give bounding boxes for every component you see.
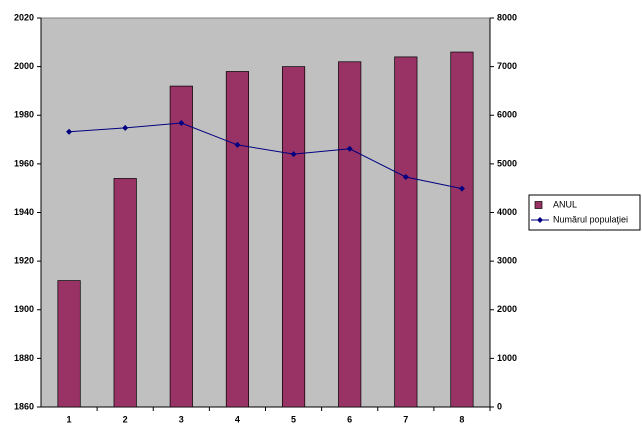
y-tick-label: 1920: [14, 256, 34, 266]
legend-label: ANUL: [553, 199, 577, 209]
legend-label: Numărul populaţiei: [553, 214, 628, 224]
x-tick-label: 5: [291, 414, 296, 424]
marker: [178, 120, 185, 127]
marker: [290, 151, 297, 158]
y2-tick-label: 8000: [497, 12, 517, 22]
x-tick-label: 2: [123, 414, 128, 424]
y-tick-label: 1960: [14, 158, 34, 168]
y2-tick-label: 3000: [497, 256, 517, 266]
bar: [338, 61, 362, 408]
legend: ANUL Numărul populaţiei: [528, 194, 641, 231]
marker: [122, 124, 129, 131]
y2-tick-label: 0: [497, 401, 502, 411]
bar: [57, 280, 81, 408]
y2-tick-label: 7000: [497, 61, 517, 71]
y-tick-label: 1860: [14, 401, 34, 411]
x-tick-label: 7: [403, 414, 408, 424]
x-tick-label: 4: [235, 414, 240, 424]
y-tick-label: 1940: [14, 207, 34, 217]
y-tick-label: 1900: [14, 304, 34, 314]
plot-area: [40, 17, 491, 408]
x-tick-label: 6: [347, 414, 352, 424]
marker: [458, 185, 465, 192]
marker: [234, 141, 241, 148]
bar: [113, 178, 137, 408]
bar: [450, 51, 474, 408]
bar: [169, 85, 193, 408]
bar: [281, 66, 306, 408]
y2-tick-label: 5000: [497, 158, 517, 168]
y2-tick-label: 4000: [497, 207, 517, 217]
legend-marker: [537, 217, 543, 223]
x-tick-label: 8: [459, 414, 464, 424]
bar: [225, 71, 250, 408]
y-tick-label: 2000: [14, 61, 34, 71]
y2-tick-label: 1000: [497, 353, 517, 363]
x-tick-label: 3: [179, 414, 184, 424]
marker: [402, 174, 409, 181]
legend-swatch: [534, 201, 543, 209]
y2-tick-label: 6000: [497, 110, 517, 120]
legend-box: [528, 194, 641, 231]
marker: [346, 145, 353, 152]
y2-tick-label: 2000: [497, 304, 517, 314]
y-tick-label: 1980: [14, 110, 34, 120]
line: [69, 122, 463, 190]
x-tick-label: 1: [67, 414, 72, 424]
y-tick-label: 1880: [14, 353, 34, 363]
marker: [66, 128, 73, 135]
bar: [394, 56, 418, 408]
y-tick-label: 2020: [14, 12, 34, 22]
